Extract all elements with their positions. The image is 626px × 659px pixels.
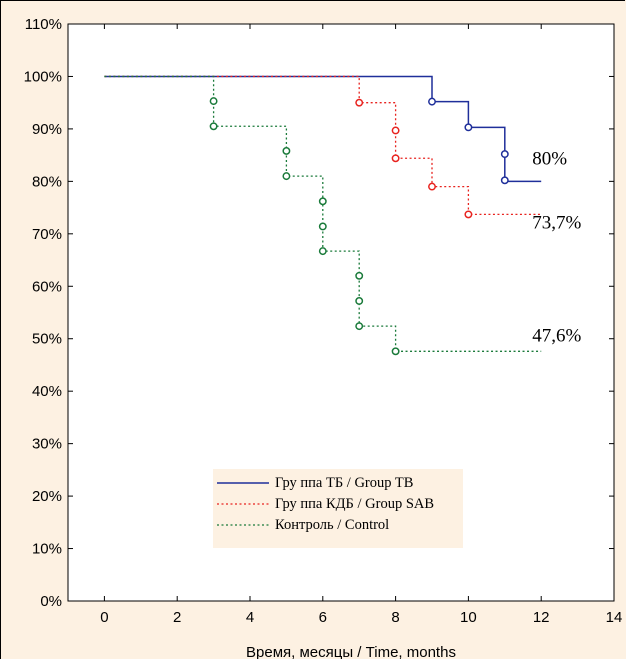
censor-point — [209, 97, 218, 106]
value-annotation: 47,6% — [532, 325, 581, 346]
y-tick-label: 40% — [32, 383, 62, 400]
censor-point — [500, 176, 509, 185]
censor-point — [282, 172, 291, 181]
series-layer — [104, 75, 542, 356]
legend-label: Контроль / Control — [275, 517, 389, 533]
censor-point — [318, 197, 327, 206]
censor-point — [209, 122, 218, 131]
y-tick-label: 60% — [32, 278, 62, 295]
y-tick-label: 110% — [25, 16, 62, 33]
x-axis-label: Время, месяцы / Time, months — [246, 644, 456, 659]
legend-label: Гру ппа КДБ / Group SAB — [275, 496, 434, 512]
x-tick-label: 12 — [533, 609, 550, 626]
censor-point — [500, 150, 509, 159]
x-tick-label: 14 — [606, 609, 623, 626]
x-tick-label: 4 — [246, 609, 254, 626]
y-tick-label: 50% — [32, 331, 62, 348]
series-2 — [104, 75, 542, 219]
censor-point — [391, 154, 400, 163]
censor-point — [355, 98, 364, 107]
censor-point — [318, 222, 327, 231]
y-tick-label: 20% — [32, 488, 62, 505]
x-tick-label: 8 — [391, 609, 399, 626]
censor-point — [318, 247, 327, 256]
censor-point — [355, 297, 364, 305]
censor-point — [391, 126, 400, 135]
censor-point — [355, 322, 364, 331]
value-annotation: 80% — [532, 148, 567, 169]
censor-point — [464, 123, 473, 132]
censor-point — [428, 97, 436, 106]
y-tick-label: 80% — [32, 173, 62, 190]
series-3 — [104, 75, 542, 356]
x-tick-label: 2 — [173, 609, 181, 626]
y-tick-label: 70% — [32, 226, 62, 243]
y-axis: 0% 10% 20% 30% 40% 50% 60% 70% 80% 90% 100% 110% — [24, 16, 614, 610]
censor-point — [355, 271, 364, 280]
censor-point — [282, 146, 291, 155]
legend-label: Гру ппа ТБ / Group TB — [275, 475, 413, 491]
x-axis: 0 2 4 6 8 10 12 14 — [100, 24, 622, 626]
legend-box — [213, 469, 463, 548]
series-line — [104, 75, 542, 352]
x-tick-label: 6 — [319, 609, 327, 626]
censor-point — [464, 210, 473, 219]
series-line — [104, 75, 542, 183]
y-tick-label: 100% — [24, 68, 62, 85]
y-tick-label: 90% — [32, 121, 62, 138]
x-tick-label: 0 — [100, 609, 108, 626]
value-annotation: 73,7% — [532, 212, 581, 233]
legend: Гру ппа ТБ / Group TB Гру ппа КДБ / Group… — [213, 469, 463, 548]
y-tick-label: 10% — [32, 541, 62, 558]
series-1 — [104, 75, 542, 185]
y-tick-label: 0% — [40, 593, 62, 610]
censor-point — [428, 182, 436, 191]
annotations: 80% 73,7% 47,6% — [532, 148, 581, 346]
censor-point — [391, 347, 400, 356]
y-tick-label: 30% — [32, 436, 62, 453]
x-tick-label: 10 — [460, 609, 477, 626]
